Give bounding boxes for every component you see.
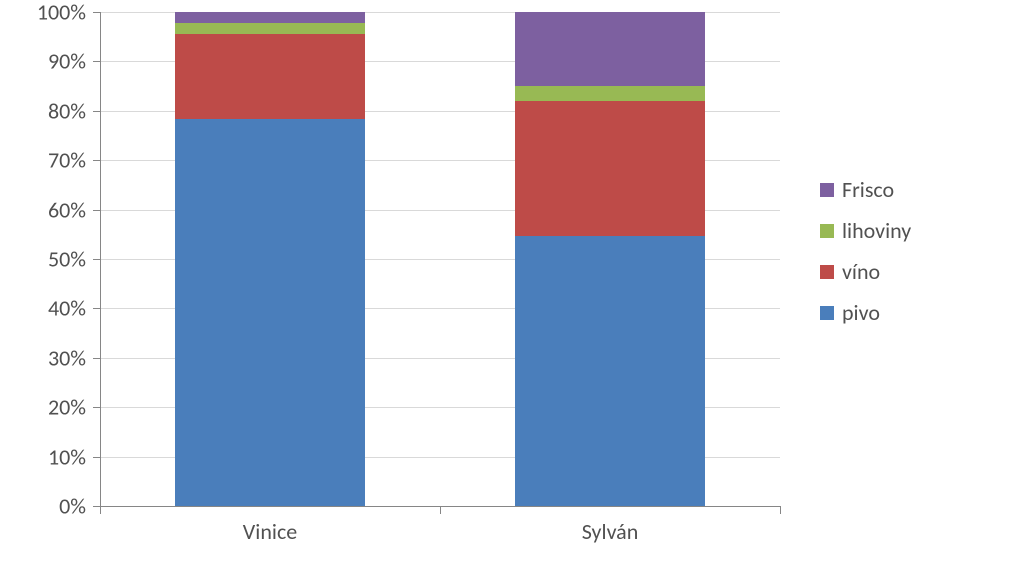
legend-swatch-pivo <box>820 306 834 320</box>
legend-label-vino: víno <box>842 258 880 285</box>
x-axis-category-label: Vinice <box>243 518 297 545</box>
legend-swatch-frisco <box>820 183 834 197</box>
legend-entry-lihoviny: lihoviny <box>820 217 911 244</box>
y-axis-label: 100% <box>0 0 86 26</box>
legend-entry-frisco: Frisco <box>820 176 911 203</box>
legend-label-lihoviny: lihoviny <box>842 217 911 244</box>
segment-frisco <box>515 12 705 86</box>
y-tick <box>93 506 100 507</box>
segment-pivo <box>175 119 365 506</box>
y-axis-label: 0% <box>0 493 86 520</box>
x-axis-category-label: Sylván <box>582 518 639 545</box>
y-tick <box>93 12 100 13</box>
y-axis-line <box>100 12 101 506</box>
x-tick <box>440 506 441 514</box>
segment-lihoviny <box>175 23 365 34</box>
y-tick <box>93 160 100 161</box>
legend: Frisco lihoviny víno pivo <box>820 176 911 340</box>
y-axis-label: 40% <box>0 295 86 322</box>
bar-vinice <box>175 12 365 506</box>
legend-entry-vino: víno <box>820 258 911 285</box>
segment-lihoviny <box>515 86 705 101</box>
segment-vino <box>175 34 365 119</box>
x-tick <box>100 506 101 514</box>
segment-vino <box>515 101 705 236</box>
y-axis-label: 80% <box>0 97 86 124</box>
y-axis-label: 50% <box>0 246 86 273</box>
y-axis-label: 20% <box>0 394 86 421</box>
legend-swatch-lihoviny <box>820 224 834 238</box>
y-tick <box>93 61 100 62</box>
chart-container: Frisco lihoviny víno pivo 0% 10% 20% 30% 40% 50%… <box>0 0 1015 575</box>
y-tick <box>93 358 100 359</box>
y-tick <box>93 210 100 211</box>
legend-swatch-vino <box>820 265 834 279</box>
y-axis-label: 70% <box>0 147 86 174</box>
y-axis-label: 30% <box>0 344 86 371</box>
y-axis-label: 10% <box>0 443 86 470</box>
y-tick <box>93 457 100 458</box>
legend-label-pivo: pivo <box>842 299 880 326</box>
segment-pivo <box>515 236 705 506</box>
plot-area <box>100 12 780 506</box>
y-tick <box>93 407 100 408</box>
y-tick <box>93 259 100 260</box>
bar-sylván <box>515 12 705 506</box>
y-axis-label: 90% <box>0 48 86 75</box>
y-axis-label: 60% <box>0 196 86 223</box>
legend-entry-pivo: pivo <box>820 299 911 326</box>
segment-frisco <box>175 12 365 23</box>
legend-label-frisco: Frisco <box>842 176 894 203</box>
y-tick <box>93 111 100 112</box>
x-tick <box>780 506 781 514</box>
y-tick <box>93 308 100 309</box>
